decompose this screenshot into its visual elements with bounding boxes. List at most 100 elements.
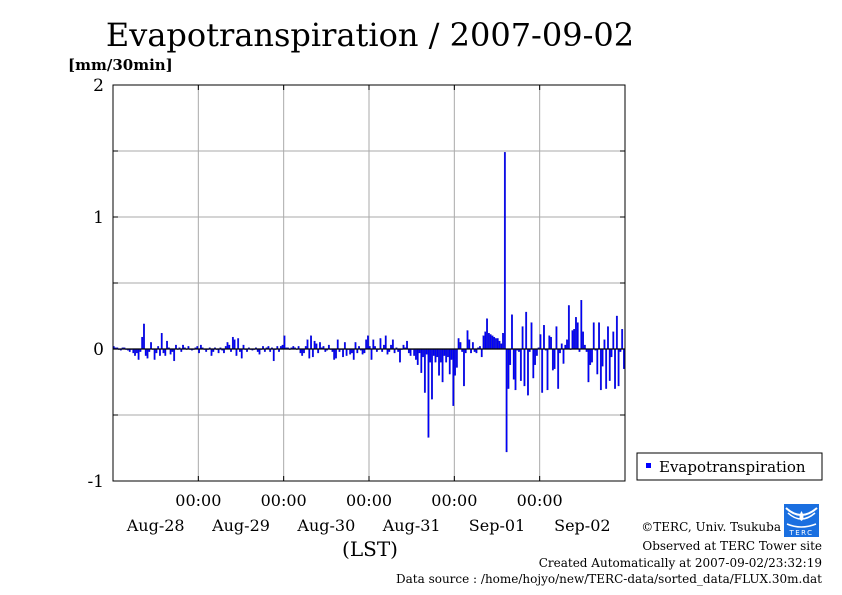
bar xyxy=(495,338,497,350)
bar xyxy=(235,348,238,356)
bar xyxy=(343,342,346,350)
x-tick-label-date: Aug-31 xyxy=(382,516,441,535)
bar xyxy=(150,342,152,350)
terc-logo: TERC xyxy=(784,504,819,537)
bar xyxy=(432,348,435,356)
bar xyxy=(231,336,234,350)
bar xyxy=(548,335,551,350)
bar xyxy=(566,339,568,350)
copyright-text: ©TERC, Univ. Tsukuba xyxy=(641,520,781,534)
bar xyxy=(610,348,613,358)
bar xyxy=(601,348,604,367)
x-tick-label-time: 00:00 xyxy=(431,491,477,510)
bar xyxy=(315,343,318,350)
bar xyxy=(491,335,494,350)
bar xyxy=(463,348,465,387)
legend: Evapotranspiration xyxy=(636,452,823,481)
bar xyxy=(342,348,344,358)
bar xyxy=(164,348,167,356)
bar xyxy=(519,348,522,381)
bar xyxy=(365,339,368,350)
bar xyxy=(226,342,229,350)
bar xyxy=(496,338,499,350)
bar xyxy=(301,348,304,356)
bar xyxy=(210,348,213,356)
x-tick-label-date: Sep-02 xyxy=(554,516,610,535)
bar xyxy=(471,342,474,350)
bar xyxy=(592,322,595,350)
bar xyxy=(555,326,558,350)
legend-label: Evapotranspiration xyxy=(659,458,806,476)
bar xyxy=(420,348,423,373)
bar xyxy=(621,329,624,350)
bar xyxy=(505,348,508,453)
bar xyxy=(612,331,615,350)
x-tick-label-date: Sep-01 xyxy=(469,516,525,535)
bar xyxy=(423,348,426,393)
bar xyxy=(431,348,433,400)
bar xyxy=(489,334,492,350)
chart-title: Evapotranspiration / 2007-09-02 xyxy=(106,16,634,54)
bar xyxy=(535,348,538,356)
x-tick-label-date: Aug-30 xyxy=(296,516,355,535)
bar xyxy=(258,348,261,355)
bar xyxy=(384,335,387,350)
bar xyxy=(482,335,485,350)
bar xyxy=(141,336,144,350)
bar xyxy=(391,339,394,350)
bar xyxy=(137,348,140,360)
x-tick-label-time: 00:00 xyxy=(346,491,392,510)
bar xyxy=(233,339,236,350)
bar xyxy=(576,322,579,350)
bar xyxy=(272,348,275,362)
bar xyxy=(623,348,625,369)
bar xyxy=(598,322,600,350)
bar xyxy=(607,326,609,350)
bar xyxy=(498,340,501,350)
footer: ©TERC, Univ. Tsukuba Observed at TERC To… xyxy=(396,520,822,586)
bar xyxy=(589,348,592,365)
bar xyxy=(443,348,446,356)
bar xyxy=(503,152,506,350)
bar xyxy=(603,339,606,350)
bar xyxy=(553,348,556,369)
bar xyxy=(146,348,149,359)
bar xyxy=(551,348,554,371)
bar xyxy=(319,342,321,350)
bar xyxy=(486,318,488,350)
bar xyxy=(372,339,375,350)
grid-lines xyxy=(113,85,625,481)
bar xyxy=(306,339,309,350)
bar xyxy=(427,348,430,438)
bar xyxy=(406,340,408,350)
bar xyxy=(413,348,416,356)
bar xyxy=(512,348,515,380)
created-text: Created Automatically at 2007-09-02/23:3… xyxy=(539,556,822,570)
bar xyxy=(379,338,382,350)
bar xyxy=(169,348,172,355)
bar xyxy=(153,348,156,360)
x-tick-label-time: 00:00 xyxy=(175,491,221,510)
bar xyxy=(335,348,337,359)
y-tick-label: 2 xyxy=(93,76,104,96)
bar xyxy=(480,348,483,358)
bar xyxy=(567,305,570,350)
bar xyxy=(386,348,389,355)
bar xyxy=(507,348,510,389)
bar xyxy=(599,348,602,391)
bar xyxy=(361,348,364,355)
y-tick-label: 1 xyxy=(93,208,104,228)
bar xyxy=(605,348,608,389)
bar xyxy=(573,329,576,350)
legend-swatch xyxy=(646,463,651,468)
bar xyxy=(434,348,437,363)
bar xyxy=(557,348,560,389)
bar xyxy=(530,322,533,350)
observed-text: Observed at TERC Tower site xyxy=(642,539,822,553)
bar xyxy=(436,348,439,358)
bar xyxy=(614,348,616,389)
bar xyxy=(500,343,503,350)
bar xyxy=(399,348,401,363)
bar xyxy=(468,339,471,350)
